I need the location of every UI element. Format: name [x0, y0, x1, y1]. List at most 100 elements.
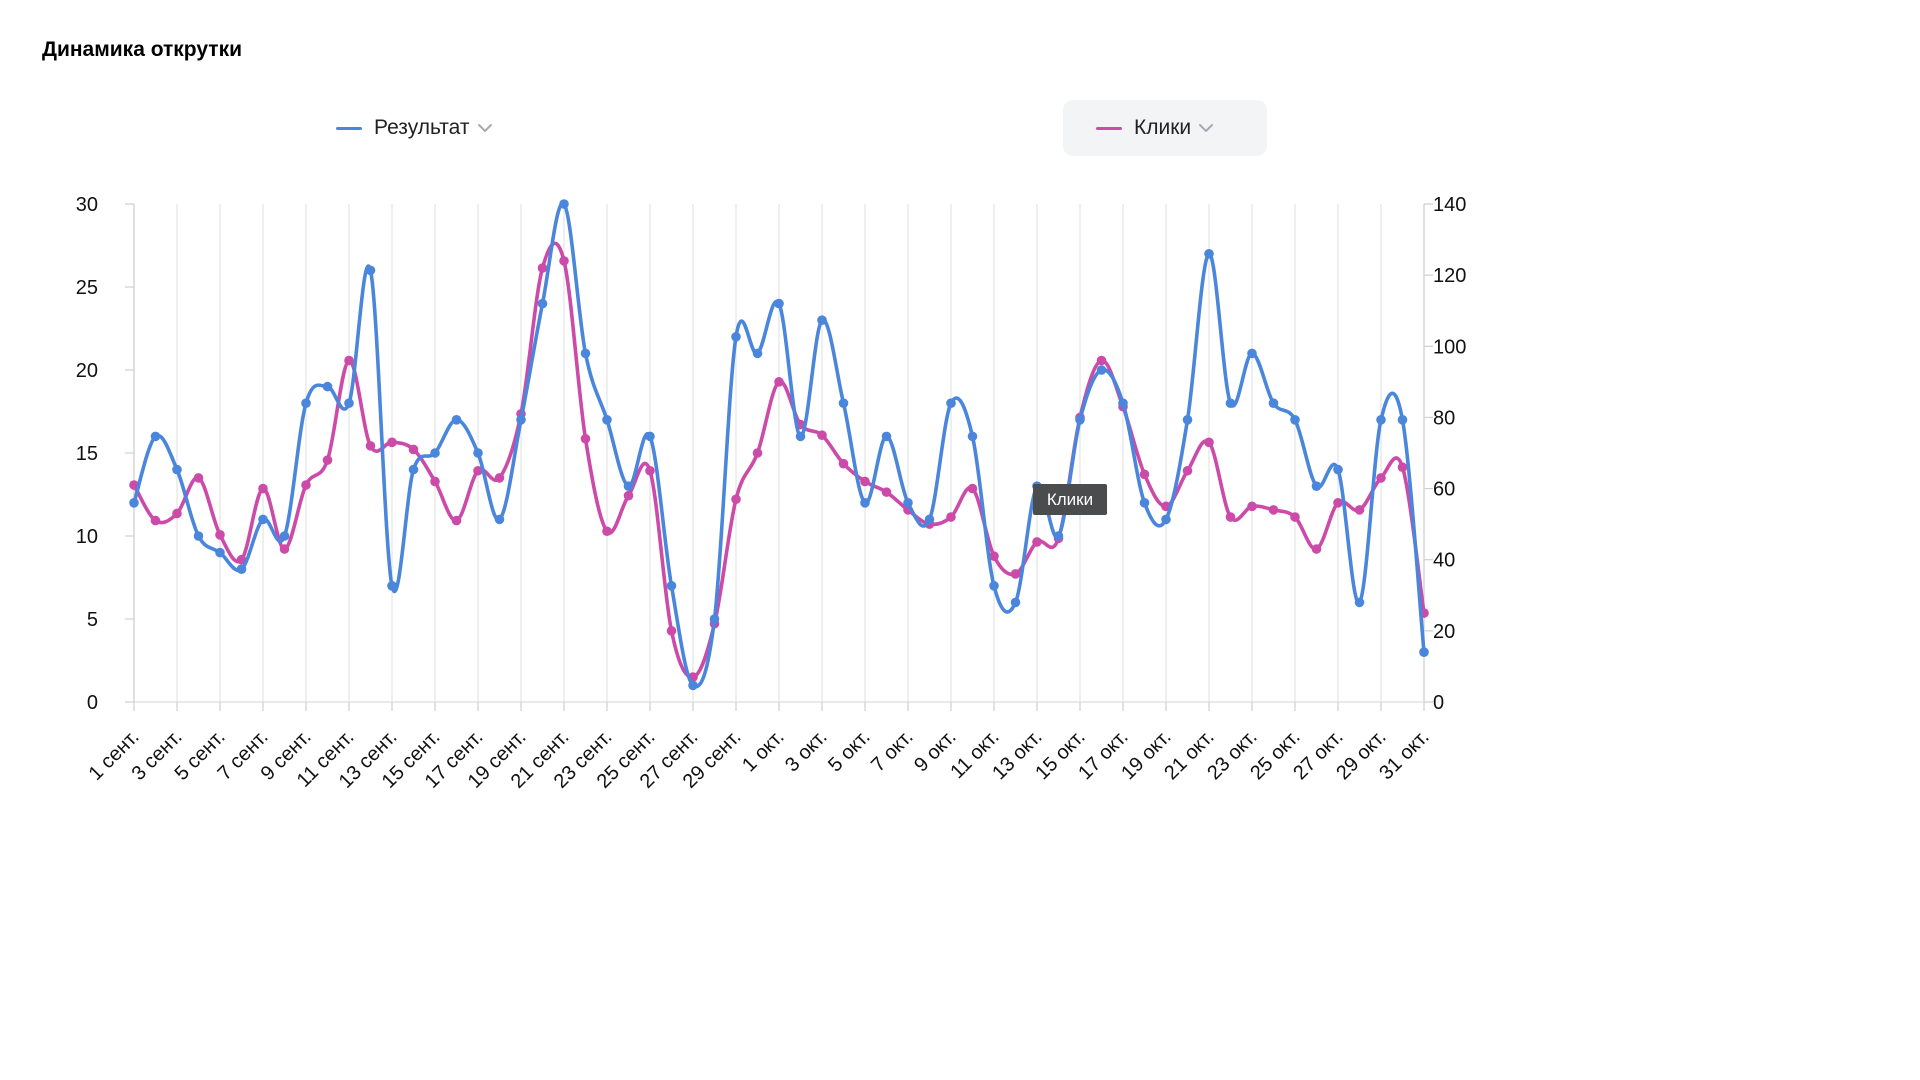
data-point-result — [473, 448, 483, 458]
data-point-clicks — [193, 473, 204, 483]
data-point-clicks — [946, 512, 956, 522]
data-point-result — [1118, 398, 1128, 409]
data-point-result — [1333, 464, 1343, 475]
legend-label: Результат — [374, 116, 470, 139]
x-tick-label: 5 окт. — [824, 726, 874, 776]
data-point-result — [838, 398, 849, 409]
data-point-clicks — [344, 355, 354, 366]
data-point-result — [1311, 481, 1322, 492]
data-point-result — [666, 581, 677, 591]
y-right-tick-label: 80 — [1433, 407, 1455, 429]
data-point-result — [881, 431, 892, 442]
data-point-clicks — [774, 377, 784, 387]
legend-label: Клики — [1134, 116, 1192, 139]
data-point-clicks — [150, 515, 161, 526]
data-point-clicks — [301, 480, 311, 490]
y-left-tick-label: 5 — [87, 609, 98, 631]
data-point-result — [193, 531, 204, 541]
data-point-clicks — [215, 530, 225, 540]
y-right-tick-label: 100 — [1433, 336, 1466, 358]
y-right-tick-label: 60 — [1433, 479, 1455, 501]
y-left-tick-label: 0 — [87, 692, 98, 714]
data-point-clicks — [989, 551, 999, 561]
data-point-clicks — [1096, 355, 1107, 366]
data-point-clicks — [451, 515, 462, 526]
data-point-result — [602, 415, 612, 425]
y-right-tick-label: 120 — [1433, 265, 1466, 287]
data-point-result — [1075, 415, 1085, 425]
data-point-result — [1397, 415, 1408, 425]
data-point-result — [172, 464, 182, 475]
data-point-result — [795, 431, 806, 442]
y-right-tick-label: 20 — [1433, 621, 1455, 643]
data-point-result — [967, 431, 978, 442]
chevron-down-icon[interactable] — [1197, 119, 1215, 137]
y-left-tick-label: 10 — [76, 526, 98, 548]
y-left-tick-label: 25 — [76, 277, 98, 299]
data-point-result — [860, 498, 870, 508]
data-point-clicks — [752, 448, 763, 458]
x-tick-label: 31 окт. — [1375, 726, 1433, 784]
data-point-result — [258, 514, 268, 525]
data-point-result — [516, 415, 526, 425]
data-point-result — [817, 315, 827, 326]
data-point-result — [430, 448, 440, 458]
data-point-clicks — [580, 433, 591, 444]
data-point-result — [731, 332, 741, 342]
data-point-clicks — [967, 483, 978, 494]
data-point-clicks — [1268, 505, 1279, 515]
data-point-clicks — [881, 487, 892, 497]
data-point-result — [752, 348, 763, 359]
y-right-tick-label: 40 — [1433, 550, 1455, 572]
data-point-clicks — [666, 626, 677, 636]
data-point-result — [1376, 415, 1386, 425]
data-point-clicks — [1204, 437, 1214, 448]
data-point-clicks — [494, 473, 505, 483]
data-point-result — [1010, 597, 1021, 608]
data-point-result — [408, 464, 419, 475]
chart-series — [129, 199, 1429, 691]
chevron-down-icon[interactable] — [476, 119, 494, 137]
data-point-clicks — [559, 256, 569, 266]
data-point-result — [774, 298, 784, 309]
data-point-result — [129, 498, 139, 508]
data-point-clicks — [1032, 537, 1042, 547]
data-point-clicks — [1225, 512, 1236, 522]
data-point-result — [1161, 514, 1171, 525]
data-point-clicks — [1139, 469, 1150, 480]
y-right-tick-label: 0 — [1433, 692, 1444, 714]
data-point-result — [279, 531, 290, 541]
data-point-result — [494, 514, 505, 525]
data-point-clicks — [258, 483, 268, 494]
data-point-result — [1225, 398, 1236, 409]
data-point-result — [559, 199, 569, 209]
x-tick-label: 1 окт. — [738, 726, 788, 776]
data-point-clicks — [322, 455, 333, 465]
data-point-result — [1204, 249, 1214, 259]
data-point-result — [387, 581, 397, 591]
data-point-result — [1053, 531, 1064, 541]
data-point-result — [451, 415, 462, 425]
data-point-result — [215, 547, 225, 558]
data-point-clicks — [731, 494, 741, 505]
data-point-clicks — [1333, 498, 1343, 508]
series-result — [129, 199, 1429, 691]
data-point-result — [1268, 398, 1279, 409]
data-point-clicks — [645, 465, 655, 476]
data-point-clicks — [408, 444, 419, 455]
data-point-result — [344, 398, 354, 409]
data-point-clicks — [365, 441, 376, 451]
data-point-result — [989, 581, 999, 591]
legend-item-result[interactable]: Результат — [336, 100, 526, 156]
legend-item-clicks[interactable]: Клики — [1063, 100, 1267, 156]
data-point-result — [1096, 365, 1107, 375]
data-point-result — [580, 348, 591, 359]
data-point-result — [1139, 498, 1150, 508]
data-point-result — [709, 614, 720, 624]
data-point-result — [688, 680, 698, 691]
series-tooltip: Клики — [1033, 484, 1107, 515]
y-left-tick-label: 15 — [76, 443, 98, 465]
data-point-clicks — [860, 476, 870, 487]
